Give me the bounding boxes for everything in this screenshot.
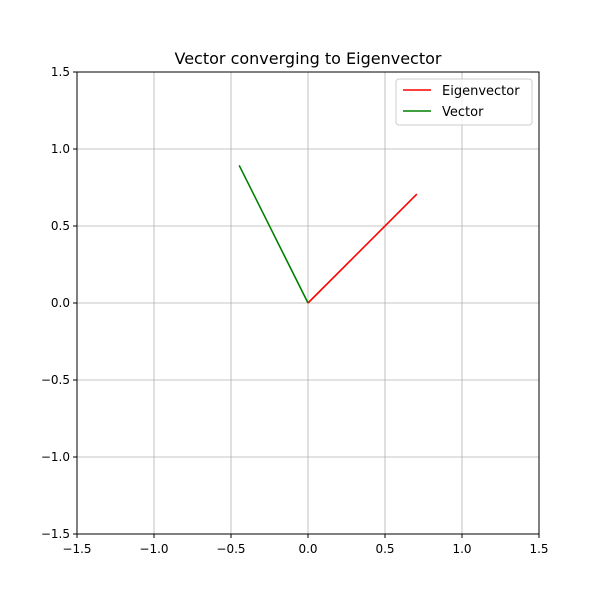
y-tick-label: −1.5 xyxy=(41,527,70,541)
series-line-eigenvector xyxy=(307,193,418,304)
y-tick-label: 1.5 xyxy=(51,65,70,79)
y-tick-label: 0.5 xyxy=(51,219,70,233)
x-tick-label: −1.5 xyxy=(62,542,91,556)
chart-title: Vector converging to Eigenvector xyxy=(175,49,442,68)
series-layer xyxy=(238,164,418,304)
x-tick-label: 0.0 xyxy=(298,542,317,556)
axis-ticks: −1.5 −1.0 −0.5 0.0 0.5 1.0 1.5 −1.5 −1.0 −0.5 0.0 0… xyxy=(41,65,549,556)
x-tick-label: −1.0 xyxy=(139,542,168,556)
y-tick-label: 1.0 xyxy=(51,142,70,156)
x-tick-label: 1.0 xyxy=(452,542,471,556)
x-tick-label: 1.5 xyxy=(529,542,548,556)
y-tick-label: 0.0 xyxy=(51,296,70,310)
series-line-vector xyxy=(238,164,309,304)
x-tick-label: 0.5 xyxy=(375,542,394,556)
y-tick-label: −1.0 xyxy=(41,450,70,464)
x-tick-label: −0.5 xyxy=(216,542,245,556)
y-tick-label: −0.5 xyxy=(41,373,70,387)
legend-label-vector: Vector xyxy=(442,105,484,120)
legend: Eigenvector Vector xyxy=(395,78,533,126)
legend-label-eigenvector: Eigenvector xyxy=(442,84,520,99)
